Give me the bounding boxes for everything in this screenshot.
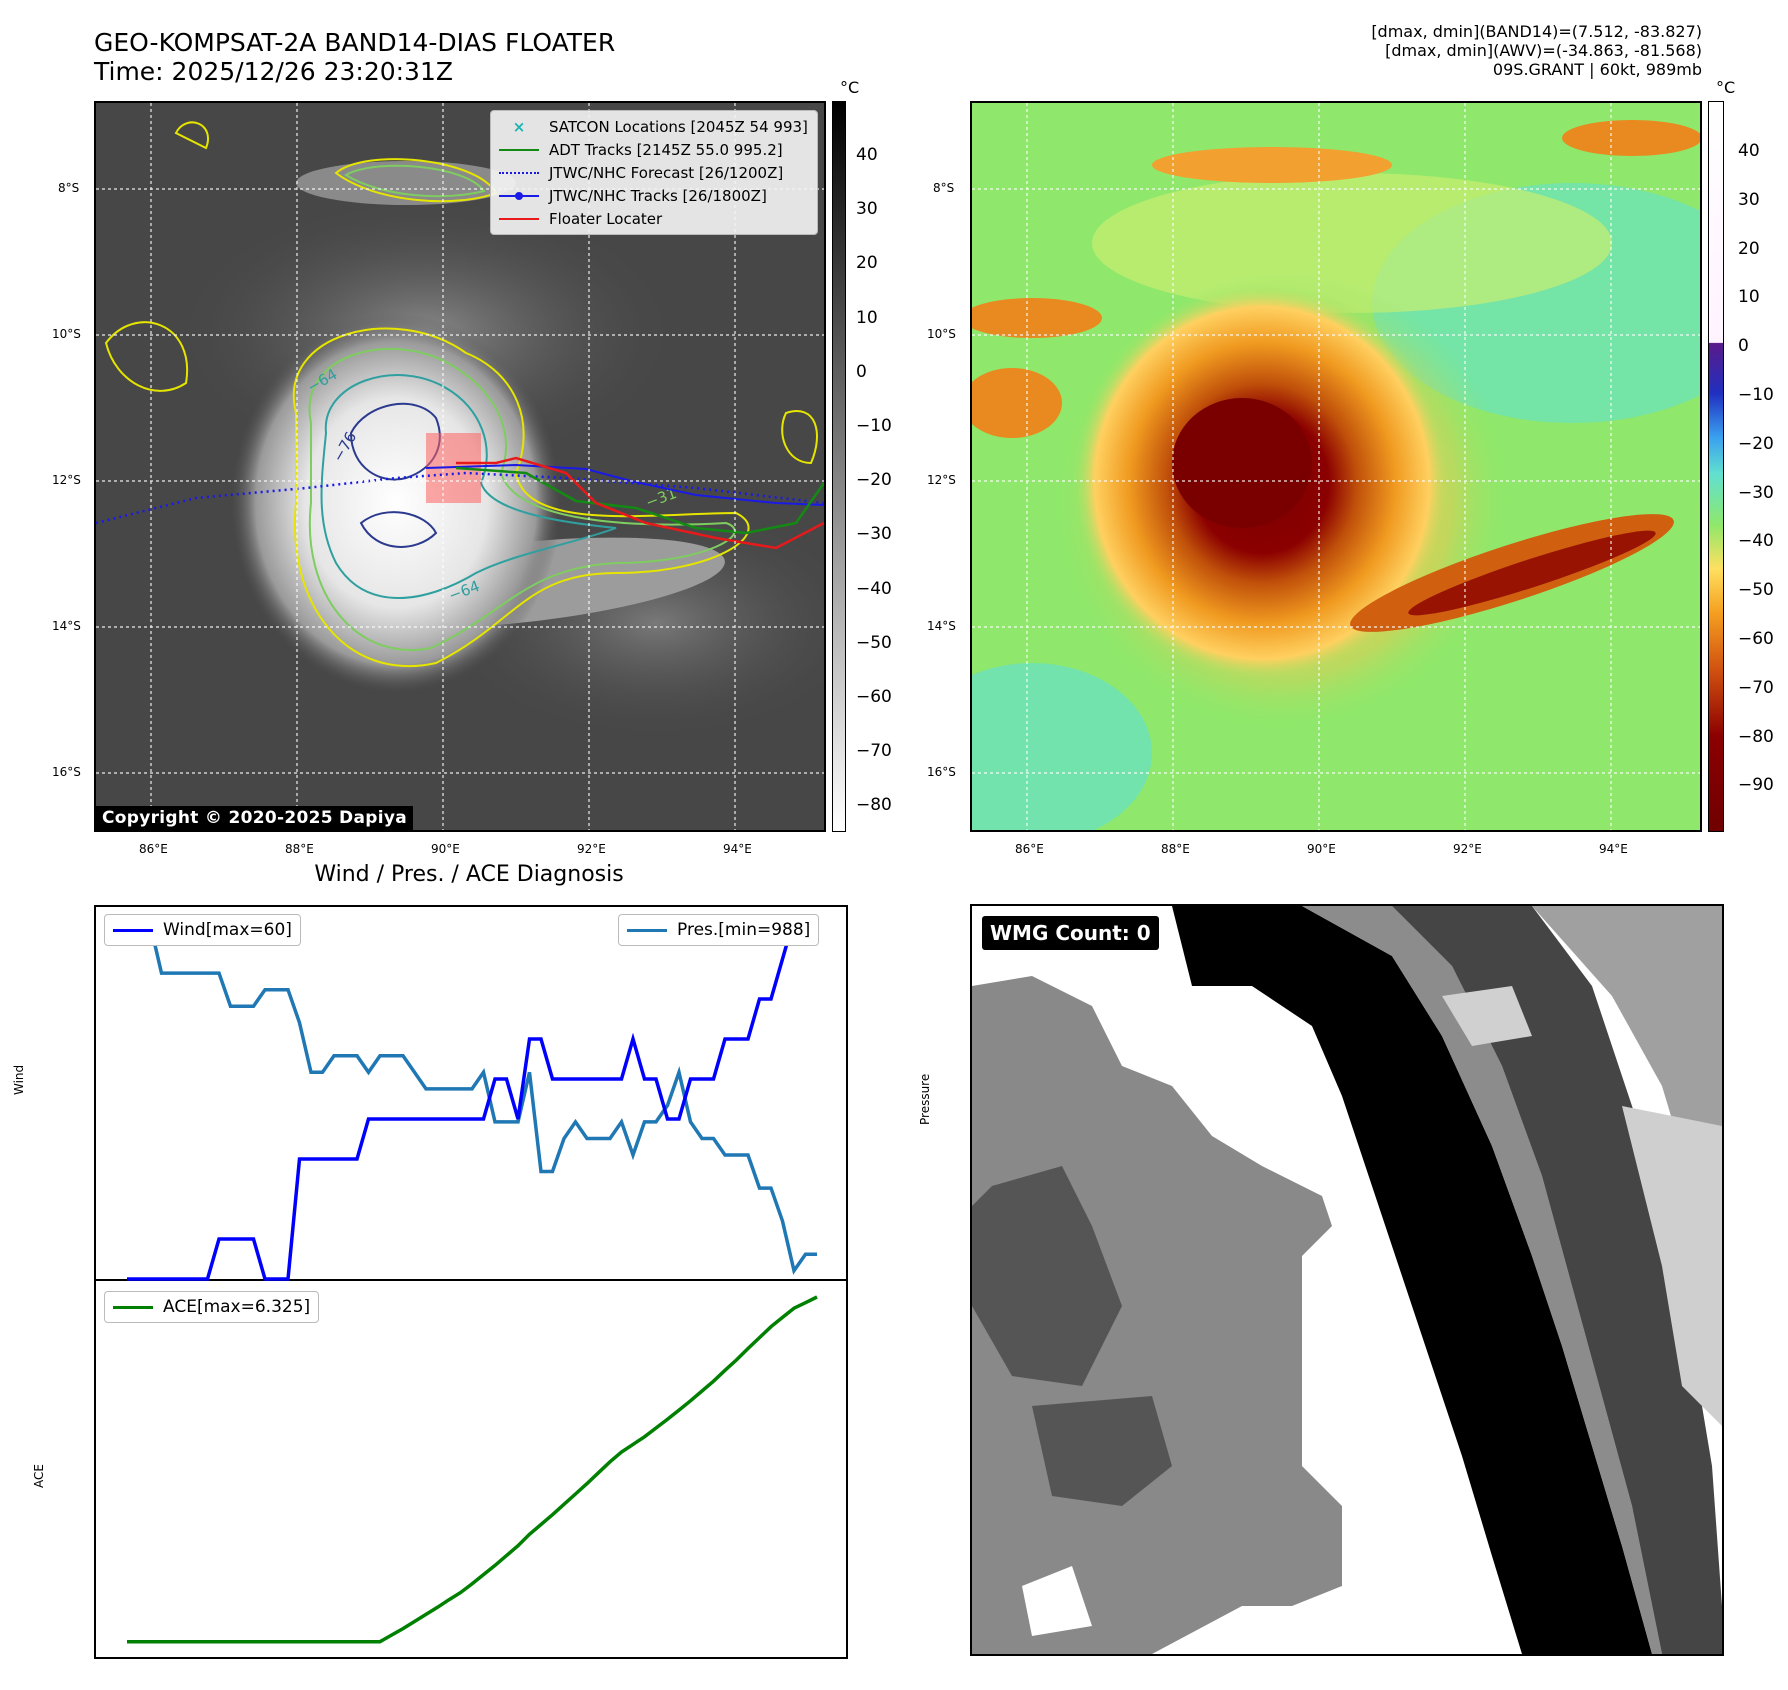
copyright-badge: Copyright © 2020-2025 Dapiya [96,806,413,830]
floater-track-line [456,456,824,550]
color-colorbar [1708,101,1724,832]
pressure-legend: Pres.[min=988] [618,914,820,946]
diagnosis-chart: 2030405060 990995100010051010 0123456 [94,905,848,1659]
satcon-x-icon: × [512,117,526,136]
wind-series-line [127,917,817,1281]
gray-colorbar-tick: 20 [856,253,878,274]
color-colorbar-tick: 20 [1738,238,1760,259]
lon-label: 88°E [1161,842,1190,856]
dmax-awv: [dmax, dmin](AWV)=(-34.863, -81.568) [1385,41,1702,60]
lon-label: 90°E [1307,842,1336,856]
color-colorbar-tick: −90 [1738,775,1774,796]
gray-colorbar-tick: −80 [856,795,892,816]
color-colorbar-tick: 40 [1738,141,1760,161]
dmax-band14: [dmax, dmin](BAND14)=(7.512, -83.827) [1371,22,1702,41]
legend-item-adt: ADT Tracks [2145Z 55.0 995.2] [499,138,809,161]
gray-colorbar-tick: −30 [856,524,892,545]
ace-legend: ACE[max=6.325] [104,1291,320,1323]
floater-line-icon [499,217,539,220]
diagnosis-title: Wind / Pres. / ACE Diagnosis [314,862,624,887]
color-colorbar-tick: −30 [1738,482,1774,503]
ir-color-map-canvas [972,103,1700,830]
ace-plot-frame [94,1279,848,1659]
color-colorbar-tick: −10 [1738,385,1774,405]
legend-item-tracks: JTWC/NHC Tracks [26/1800Z] [499,184,809,207]
wind-legend: Wind[max=60] [104,914,301,946]
color-colorbar-tick: −40 [1738,531,1774,552]
track-legend: × SATCON Locations [2045Z 54 993] ADT Tra… [490,110,818,235]
meta-info: [dmax, dmin](BAND14)=(7.512, -83.827) [d… [1371,22,1702,79]
lon-label: 92°E [1453,842,1482,856]
lat-label: 14°S [52,619,81,633]
pressure-ylabel: Pressure [918,1073,932,1125]
wmg-image: WMG Count: 0 [970,904,1724,1656]
ace-series-line [127,1295,818,1644]
color-colorbar-unit: °C [1716,78,1736,97]
forecast-line-icon [499,171,539,174]
ir-color-map [970,101,1702,832]
gray-colorbar [832,101,846,832]
lon-label: 90°E [431,842,460,856]
ace-ylabel: ACE [32,1464,46,1488]
gray-colorbar-tick: 40 [856,145,878,165]
tracks-line-icon [499,191,539,200]
gray-colorbar-tick: 0 [856,361,867,382]
lon-label: 88°E [285,842,314,856]
gray-colorbar-tick: −70 [856,741,892,762]
chart-title: GEO-KOMPSAT-2A BAND14-DIAS FLOATER [94,28,616,57]
jtwc-forecast-line [96,471,824,525]
lon-label: 92°E [577,842,606,856]
lat-label: 16°S [52,765,81,779]
color-colorbar-tick: 10 [1738,287,1760,308]
time-stamp: Time: 2025/12/26 23:20:31Z [94,57,453,86]
gray-colorbar-tick: −50 [856,632,892,653]
color-colorbar-tick: −60 [1738,629,1774,649]
wind-line-icon [113,928,153,932]
adt-track-line [455,466,824,535]
wmg-image-canvas [972,906,1722,1654]
legend-item-satcon: × SATCON Locations [2045Z 54 993] [499,115,809,138]
gray-colorbar-tick: −60 [856,687,892,707]
ace-line-icon [113,1305,153,1309]
color-colorbar-tick: 30 [1738,189,1760,210]
lat-label: 16°S [927,765,956,779]
wind-pressure-plot-frame [94,905,848,1281]
gray-colorbar-tick: −20 [856,470,892,491]
lon-label: 94°E [723,842,752,856]
adt-line-icon [499,148,539,151]
gray-colorbar-tick: −40 [856,578,892,599]
color-colorbar-tick: −80 [1738,726,1774,747]
lat-label: 8°S [58,181,80,195]
pressure-line-icon [627,928,667,932]
lat-label: 12°S [927,473,956,487]
lon-label: 86°E [139,842,168,856]
gray-colorbar-unit: °C [840,78,860,97]
pressure-series-line [127,921,817,1275]
lon-label: 94°E [1599,842,1628,856]
lat-label: 8°S [933,181,955,195]
legend-item-floater: Floater Locater [499,207,809,230]
lon-label: 86°E [1015,842,1044,856]
ir-gray-map: −64 −76 −64 −31 × SATCON Locations [2045Z… [94,101,826,832]
gray-colorbar-tick: −10 [856,416,892,436]
color-colorbar-tick: −20 [1738,433,1774,454]
color-colorbar-tick: 0 [1738,336,1749,357]
legend-item-forecast: JTWC/NHC Forecast [26/1200Z] [499,161,809,184]
wmg-count-badge: WMG Count: 0 [982,916,1159,950]
lat-label: 12°S [52,473,81,487]
color-colorbar-tick: −70 [1738,677,1774,698]
lat-label: 10°S [927,327,956,341]
color-colorbar-tick: −50 [1738,580,1774,601]
color-map-grid [972,103,1700,830]
lat-label: 10°S [52,327,81,341]
gray-colorbar-tick: 30 [856,199,878,220]
storm-info: 09S.GRANT | 60kt, 989mb [1492,60,1702,79]
wind-ylabel: Wind [12,1064,26,1095]
lat-label: 14°S [927,619,956,633]
gray-colorbar-tick: 10 [856,307,878,328]
